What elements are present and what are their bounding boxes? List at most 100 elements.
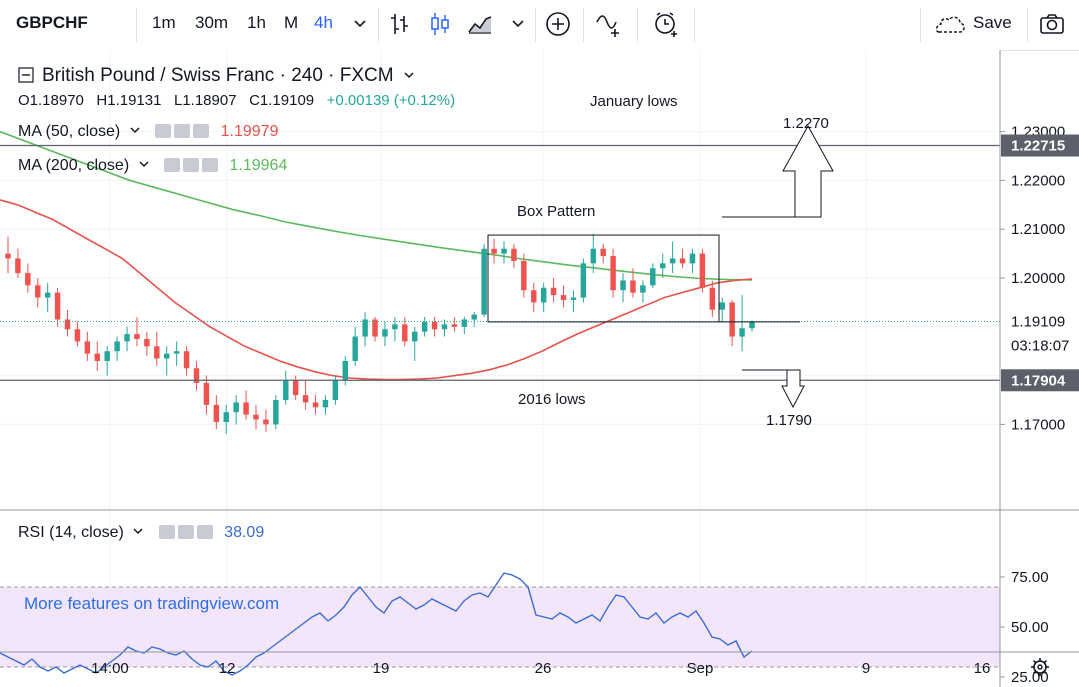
camera-icon[interactable] <box>1038 10 1066 38</box>
ma200-legend[interactable]: MA (200, close) 1.19964 <box>18 157 287 175</box>
box-pattern-label: Box Pattern <box>517 203 596 220</box>
price-tick-label: 1.17000 <box>1011 416 1065 433</box>
candle-body <box>659 263 666 269</box>
current-price-tag-bg <box>1001 309 1079 356</box>
ma50-line <box>0 199 753 381</box>
indicators-icon[interactable] <box>594 10 622 38</box>
alert-icon[interactable] <box>652 10 680 38</box>
candle-body <box>322 400 329 408</box>
candle-body <box>729 302 735 337</box>
candle-body <box>332 380 339 400</box>
price-tick-label: 1.21000 <box>1011 221 1065 238</box>
candle-body <box>25 273 31 286</box>
close-icon[interactable] <box>202 158 219 172</box>
candle-body <box>163 353 170 359</box>
rsi-legend[interactable]: RSI (14, close) 38.09 <box>18 524 264 542</box>
candle-body <box>382 329 388 337</box>
gear-icon[interactable] <box>183 158 200 172</box>
rsi-tick-label: 75.00 <box>1011 569 1049 586</box>
candle-body <box>600 248 606 257</box>
rsi-value: 38.09 <box>224 524 265 541</box>
level-lines <box>0 144 1000 381</box>
save-button[interactable]: Save <box>973 13 1012 32</box>
candle-body <box>411 331 418 342</box>
price-pane[interactable] <box>0 50 1000 510</box>
symbol-title: British Pound / Swiss Franc · 240 · FXCM <box>42 65 394 86</box>
collapse-icon[interactable] <box>18 67 34 83</box>
symbol-search-button[interactable]: GBPCHF <box>16 13 88 32</box>
interval-1m-button[interactable]: 1m <box>152 13 176 32</box>
candle-body <box>560 295 567 300</box>
interval-month-button[interactable]: M <box>284 13 299 32</box>
candle-body <box>679 258 686 264</box>
candle-body <box>471 314 477 320</box>
toolbar-divider <box>535 8 536 42</box>
chevron-down-icon[interactable] <box>129 124 141 136</box>
time-tick-label: 26 <box>535 660 552 677</box>
settings-gear-icon[interactable] <box>1031 658 1049 676</box>
interval-4h-button[interactable]: 4h <box>314 13 333 32</box>
candle-body <box>352 336 358 361</box>
close-icon[interactable] <box>193 124 210 138</box>
watermark-link[interactable]: More features on tradingview.com <box>24 594 280 613</box>
eye-icon[interactable] <box>158 525 175 539</box>
price-axis[interactable]: 1.230001.220001.210001.200001.170001.227… <box>1000 124 1079 434</box>
time-tick-label: 9 <box>862 660 870 677</box>
lows-2016-label: 2016 lows <box>518 391 586 408</box>
candle-body <box>84 341 91 354</box>
candle-body <box>531 290 537 303</box>
drawings <box>487 124 834 409</box>
close-icon[interactable] <box>196 525 213 539</box>
add-compare-icon[interactable] <box>544 10 572 38</box>
candle-body <box>650 268 656 286</box>
ma50-legend[interactable]: MA (50, close) 1.19979 <box>18 123 278 141</box>
target-down-label: 1.1790 <box>766 412 812 429</box>
interval-1h-button[interactable]: 1h <box>247 13 266 32</box>
chevron-down-icon[interactable] <box>132 525 144 537</box>
interval-30m-button[interactable]: 30m <box>195 13 229 32</box>
candle-body <box>124 334 130 342</box>
candle-body <box>630 280 636 293</box>
ma200-line <box>0 130 753 281</box>
candle-body <box>699 253 706 288</box>
target-up-label: 1.2270 <box>783 115 829 132</box>
chevron-down-icon[interactable] <box>504 10 532 38</box>
candle-body <box>173 351 180 354</box>
box-pattern-rect <box>487 234 720 323</box>
candle-body <box>64 319 71 330</box>
countdown-tag: 03:18:07 <box>1011 337 1069 354</box>
time-tick-label: 19 <box>373 660 390 677</box>
eye-icon[interactable] <box>164 158 181 172</box>
rsi-pane[interactable] <box>0 572 1000 676</box>
candle-body <box>451 324 458 327</box>
area-style-icon[interactable] <box>466 10 494 38</box>
ma50-label: MA (50, close) <box>18 123 121 140</box>
gear-icon[interactable] <box>177 525 194 539</box>
chevron-down-icon[interactable] <box>403 69 415 81</box>
rsi-band <box>0 587 1000 667</box>
january-price-tag-bg <box>1001 134 1079 157</box>
candle-body <box>15 258 21 274</box>
high-value: H1.19131 <box>96 92 162 109</box>
candle-body <box>94 353 101 361</box>
price-grid <box>0 50 1000 652</box>
rsi-line <box>0 572 753 676</box>
low-value: L1.18907 <box>173 92 237 109</box>
chevron-down-icon[interactable] <box>346 10 374 38</box>
gear-icon[interactable] <box>174 124 191 138</box>
candle-body <box>610 256 616 291</box>
legend-title[interactable]: British Pound / Swiss Franc · 240 · FXCM <box>18 65 415 87</box>
price-tick-label: 1.20000 <box>1011 270 1065 287</box>
candle-body <box>134 334 140 339</box>
candle-style-icon[interactable] <box>426 10 454 38</box>
candle-body <box>540 287 547 303</box>
time-axis[interactable]: 14:00 12 19 26 Sep 9 16 <box>91 660 990 677</box>
eye-icon[interactable] <box>155 124 172 138</box>
bar-style-icon[interactable] <box>386 10 414 38</box>
time-tick-label: 14:00 <box>91 660 129 677</box>
chevron-down-icon[interactable] <box>138 158 150 170</box>
candle-body <box>302 395 309 403</box>
cloud-save-icon[interactable] <box>932 10 968 38</box>
chart-canvas[interactable]: 1.230001.220001.210001.200001.170001.227… <box>0 50 1079 687</box>
toolbar-divider <box>1027 8 1028 42</box>
